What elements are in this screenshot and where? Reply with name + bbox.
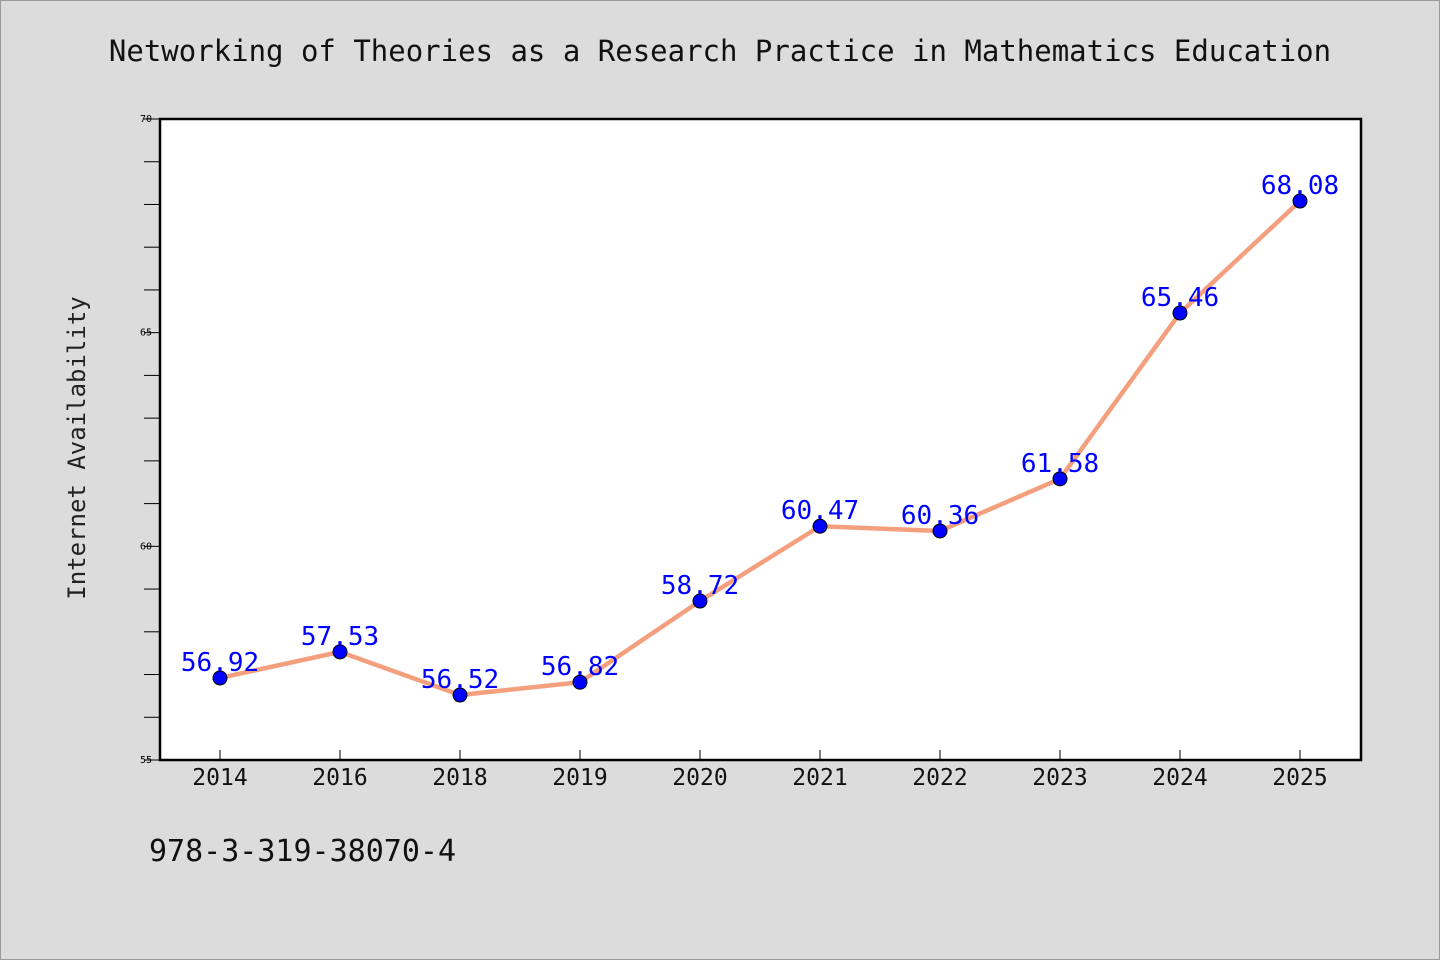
plot-area	[158, 117, 1363, 762]
series-line	[217, 198, 1303, 698]
data-label: 56.52	[421, 665, 499, 695]
isbn-footnote: 978-3-319-38070-4	[149, 834, 457, 869]
data-point	[1172, 305, 1188, 321]
x-tick-label: 2025	[1272, 765, 1327, 791]
x-tick-label: 2014	[192, 765, 247, 791]
data-label: 57.53	[301, 622, 379, 652]
x-tick-label: 2016	[312, 765, 367, 791]
data-label: 56.92	[181, 648, 259, 678]
chart-title: Networking of Theories as a Research Pra…	[108, 34, 1332, 68]
x-tick-label: 2020	[672, 765, 727, 791]
x-tick-label: 2021	[792, 765, 847, 791]
data-point	[1052, 471, 1068, 487]
data-point	[572, 674, 588, 690]
data-point	[212, 670, 228, 686]
data-label: 65.46	[1141, 283, 1219, 313]
data-label: 68.08	[1261, 171, 1339, 201]
y-tick-label: 60	[140, 541, 152, 552]
x-tick-label: 2018	[432, 765, 487, 791]
data-label: 60.47	[781, 496, 859, 526]
data-point	[932, 523, 948, 539]
data-label: 60.36	[901, 501, 979, 531]
y-tick-label: 70	[140, 114, 152, 125]
data-label: 56.82	[541, 652, 619, 682]
data-point	[452, 687, 468, 703]
data-label: 58.72	[661, 571, 739, 601]
data-point	[812, 518, 828, 534]
x-tick-label: 2019	[552, 765, 607, 791]
y-tick-label: 55	[140, 755, 152, 766]
y-axis-label: Internet Availability	[63, 296, 91, 600]
x-tick-label: 2024	[1152, 765, 1207, 791]
x-tick-label: 2023	[1032, 765, 1087, 791]
y-tick-label: 65	[140, 328, 152, 339]
x-tick-label: 2022	[912, 765, 967, 791]
data-point	[692, 593, 708, 609]
data-point	[332, 644, 348, 660]
data-label: 61.58	[1021, 449, 1099, 479]
data-point	[1292, 193, 1308, 209]
